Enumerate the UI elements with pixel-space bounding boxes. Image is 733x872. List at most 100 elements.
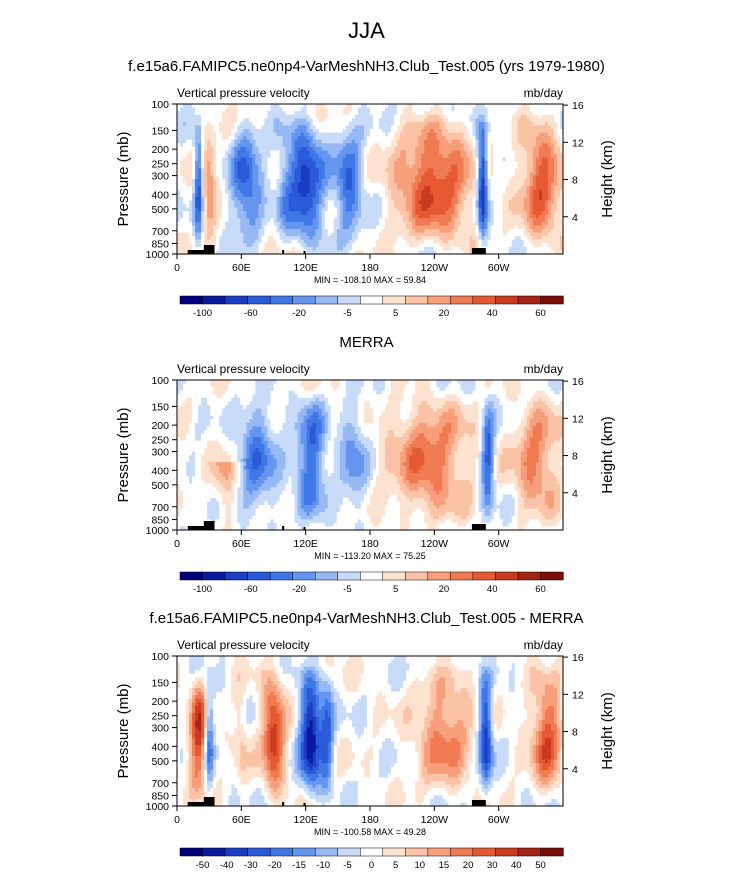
heatmap-cell — [496, 175, 501, 180]
heatmap-cell — [502, 132, 507, 137]
heatmap-cell — [484, 179, 489, 184]
heatmap-cell — [300, 218, 305, 223]
heatmap-cell — [400, 225, 404, 230]
heatmap-cell — [463, 214, 468, 219]
heatmap-cell — [252, 196, 257, 202]
heatmap-cell — [424, 211, 428, 216]
heatmap-cell — [370, 239, 374, 244]
heatmap-cell — [324, 168, 329, 173]
heatmap-cell — [255, 186, 260, 191]
heatmap-cell — [324, 125, 329, 130]
heatmap-cell — [279, 146, 284, 152]
heatmap-cell — [478, 236, 483, 241]
heatmap-cell — [433, 146, 437, 152]
heatmap-cell — [351, 186, 356, 191]
heatmap-cell — [451, 196, 456, 202]
heatmap-cell — [261, 239, 266, 244]
heatmap-cell — [475, 171, 480, 177]
heatmap-cell — [213, 243, 217, 248]
heatmap-cell — [258, 168, 263, 173]
heatmap-cell — [201, 179, 205, 184]
heatmap-cell — [216, 114, 220, 119]
heatmap-cell — [246, 225, 250, 230]
heatmap-cell — [267, 136, 272, 141]
heatmap-cell — [249, 250, 253, 255]
heatmap-cell — [342, 211, 347, 216]
heatmap-cell — [342, 154, 347, 159]
heatmap-cell — [487, 136, 492, 141]
heatmap-cell — [511, 168, 516, 173]
heatmap-cell — [237, 189, 241, 194]
heatmap-cell — [421, 132, 425, 137]
heatmap-cell — [327, 236, 332, 241]
heatmap-cell — [285, 236, 290, 241]
heatmap-cell — [357, 236, 362, 241]
heatmap-cell — [376, 207, 380, 212]
heatmap-cell — [204, 157, 208, 162]
heatmap-cell — [279, 179, 284, 184]
heatmap-cell — [415, 179, 419, 184]
heatmap-cell — [219, 118, 223, 123]
heatmap-cell — [207, 221, 211, 227]
heatmap-cell — [282, 154, 287, 159]
heatmap-cell — [466, 132, 471, 137]
heatmap-cell — [487, 225, 492, 230]
heatmap-cell — [415, 221, 419, 227]
heatmap-cell — [532, 107, 537, 112]
heatmap-cell — [502, 236, 507, 241]
heatmap-cell — [508, 125, 513, 130]
heatmap-cell — [532, 161, 537, 166]
heatmap-cell — [439, 250, 443, 255]
heatmap-cell — [303, 132, 308, 137]
heatmap-cell — [385, 164, 389, 169]
heatmap-cell — [273, 214, 278, 219]
heatmap-cell — [532, 146, 537, 152]
heatmap-cell — [294, 132, 299, 137]
heatmap-cell — [481, 114, 486, 119]
heatmap-cell — [394, 189, 398, 194]
heatmap-cell — [312, 229, 317, 234]
heatmap-cell — [430, 211, 434, 216]
heatmap-cell — [499, 121, 504, 127]
heatmap-cell — [427, 114, 431, 119]
heatmap-cell — [385, 114, 389, 119]
heatmap-cell — [526, 204, 531, 209]
heatmap-cell — [309, 125, 314, 130]
heatmap-cell — [406, 118, 410, 123]
heatmap-cell — [312, 132, 317, 137]
heatmap-cell — [484, 193, 489, 198]
heatmap-cell — [222, 229, 226, 234]
heatmap-cell — [228, 175, 232, 180]
heatmap-cell — [463, 243, 468, 248]
heatmap-cell — [490, 175, 495, 180]
heatmap-cell — [388, 121, 392, 127]
heatmap-cell — [216, 243, 220, 248]
heatmap-cell — [276, 146, 281, 152]
heatmap-cell — [424, 104, 428, 109]
heatmap-cell — [487, 164, 492, 169]
heatmap-cell — [330, 229, 335, 234]
heatmap-cell — [448, 200, 453, 205]
heatmap-cell — [198, 125, 202, 130]
heatmap-cell — [382, 232, 386, 237]
heatmap-cell — [454, 193, 459, 198]
heatmap-cell — [370, 175, 374, 180]
heatmap-cell — [348, 221, 353, 227]
heatmap-cell — [472, 150, 477, 155]
heatmap-cell — [445, 161, 450, 166]
heatmap-cell — [502, 246, 507, 252]
heatmap-cell — [472, 136, 477, 141]
heatmap-cell — [246, 125, 250, 130]
heatmap-cell — [225, 132, 229, 137]
heatmap-cell — [478, 211, 483, 216]
heatmap-cell — [273, 154, 278, 159]
heatmap-cell — [237, 175, 241, 180]
heatmap-cell — [475, 111, 480, 116]
heatmap-cell — [403, 239, 407, 244]
heatmap-cell — [225, 204, 229, 209]
heatmap-cell — [520, 154, 525, 159]
heatmap-cell — [267, 229, 272, 234]
heatmap-cell — [436, 107, 440, 112]
heatmap-cell — [406, 136, 410, 141]
heatmap-cell — [357, 200, 362, 205]
